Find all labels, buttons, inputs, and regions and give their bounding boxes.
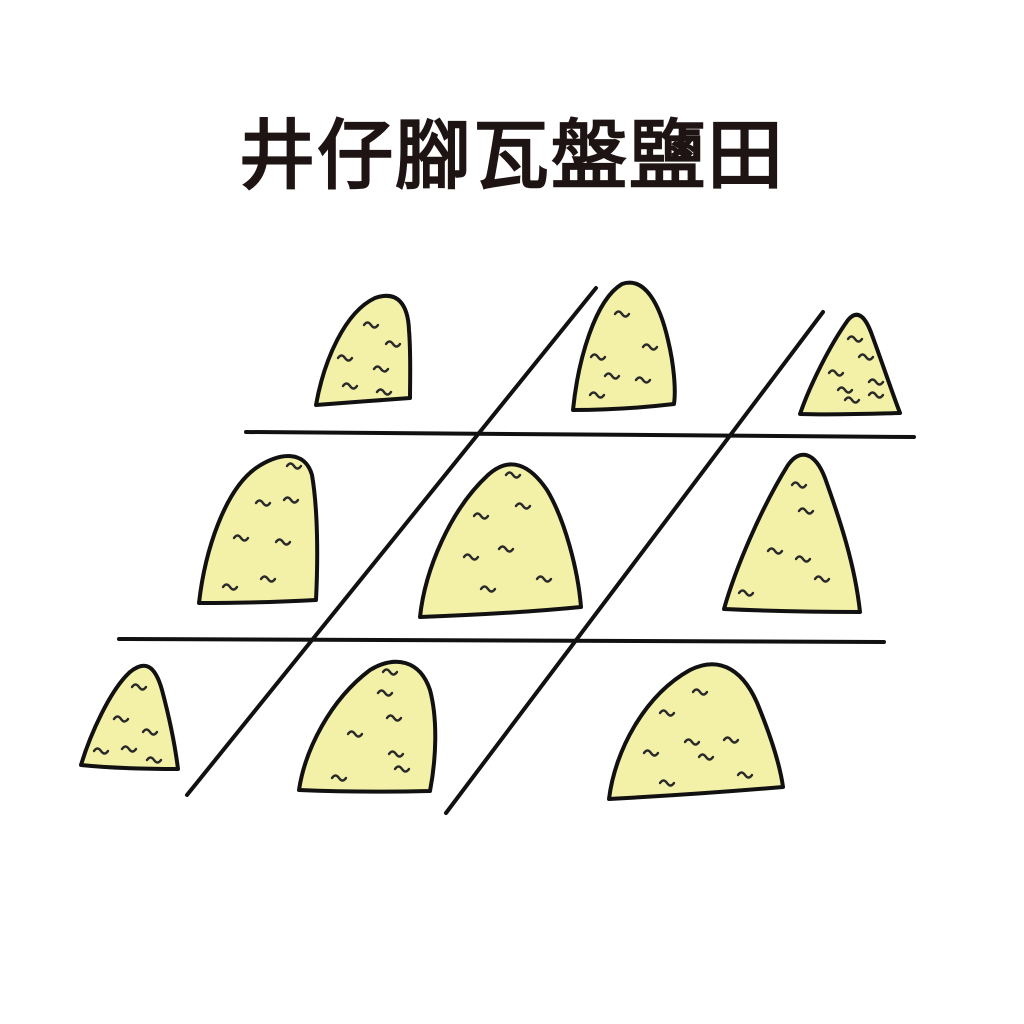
salt-texture-mark	[857, 353, 875, 361]
salt-texture-mark	[462, 553, 480, 561]
salt-texture-mark	[381, 668, 399, 676]
salt-texture-mark	[722, 736, 740, 744]
salt-piles	[79, 280, 902, 801]
diagonal-divider-right	[444, 310, 825, 815]
salt-texture-mark	[393, 765, 411, 773]
salt-texture-mark	[737, 589, 755, 597]
salt-texture-mark	[259, 575, 277, 583]
salt-texture-mark	[221, 583, 239, 591]
salt-texture-mark	[145, 756, 163, 764]
salt-texture-mark	[282, 496, 300, 504]
salt-texture-mark	[472, 512, 490, 520]
salt-texture-mark	[376, 689, 394, 697]
salt-texture-mark	[330, 774, 348, 782]
salt-pile-r1c3	[798, 312, 902, 417]
salt-pile-r2c2	[418, 462, 583, 619]
salt-texture-mark	[827, 369, 845, 377]
salt-texture-mark	[387, 750, 405, 758]
salt-pile-icon	[297, 659, 438, 794]
salt-pile-r2c3	[722, 452, 862, 614]
salt-texture-mark	[867, 391, 885, 399]
salt-field-dividers	[117, 286, 916, 815]
salt-texture-mark	[589, 353, 607, 361]
salt-texture-mark	[375, 388, 393, 396]
salt-texture-mark	[794, 555, 812, 563]
salt-texture-mark	[341, 382, 359, 390]
salt-pile-icon	[722, 452, 862, 614]
salt-texture-mark	[867, 378, 885, 386]
salt-texture-mark	[846, 335, 864, 343]
salt-texture-mark	[790, 481, 808, 489]
salt-texture-mark	[497, 545, 515, 553]
salt-texture-mark	[285, 462, 303, 470]
salt-texture-mark	[385, 714, 403, 722]
salt-pile-r1c1	[314, 293, 413, 407]
salt-texture-mark	[514, 502, 532, 510]
salt-texture-mark	[479, 585, 497, 593]
horizontal-divider-top	[244, 430, 916, 439]
salt-texture-mark	[642, 749, 660, 757]
salt-texture-mark	[697, 753, 715, 761]
page-title: 井仔腳瓦盤鹽田	[239, 111, 785, 200]
salt-pile-r3c2	[297, 659, 438, 794]
salt-pile-icon	[314, 293, 413, 407]
salt-pile-r3c1	[79, 663, 180, 771]
salt-texture-mark	[613, 310, 631, 318]
salt-texture-mark	[683, 738, 701, 746]
salt-texture-mark	[588, 391, 606, 399]
salt-texture-mark	[232, 534, 250, 542]
salt-pile-icon	[607, 662, 785, 801]
salt-pile-icon	[418, 462, 583, 619]
salt-texture-mark	[120, 745, 138, 753]
salt-texture-mark	[836, 386, 854, 394]
salt-texture-mark	[92, 747, 110, 755]
salt-pile-icon	[571, 280, 677, 412]
salt-pile-icon	[197, 454, 320, 605]
salt-texture-mark	[346, 730, 364, 738]
salt-texture-mark	[766, 547, 784, 555]
salt-texture-mark	[634, 376, 652, 384]
salt-pile-r2c1	[197, 454, 320, 605]
salt-texture-mark	[691, 688, 709, 696]
salt-texture-mark	[797, 507, 815, 515]
salt-texture-mark	[274, 538, 292, 546]
salt-texture-mark	[736, 771, 754, 779]
salt-texture-mark	[535, 575, 553, 583]
salt-texture-mark	[658, 779, 676, 787]
diagonal-divider-left	[185, 286, 598, 797]
salt-texture-mark	[843, 396, 861, 404]
salt-pile-r3c3	[607, 662, 785, 801]
salt-pile-r1c2	[571, 280, 677, 412]
salt-texture-mark	[362, 321, 380, 329]
salt-texture-mark	[603, 372, 621, 380]
horizontal-divider-bottom	[117, 637, 886, 644]
salt-texture-mark	[130, 683, 148, 691]
salt-pile-icon	[798, 312, 902, 417]
salt-texture-mark	[641, 343, 659, 351]
salt-texture-mark	[336, 354, 354, 362]
salt-texture-mark	[384, 340, 402, 348]
salt-texture-mark	[813, 575, 831, 583]
salt-texture-mark	[658, 709, 676, 717]
salt-texture-mark	[112, 715, 130, 723]
salt-texture-mark	[372, 365, 390, 373]
salt-texture-mark	[504, 471, 522, 479]
salt-texture-mark	[141, 728, 159, 736]
salt-texture-mark	[254, 499, 272, 507]
salt-pile-icon	[79, 663, 180, 771]
